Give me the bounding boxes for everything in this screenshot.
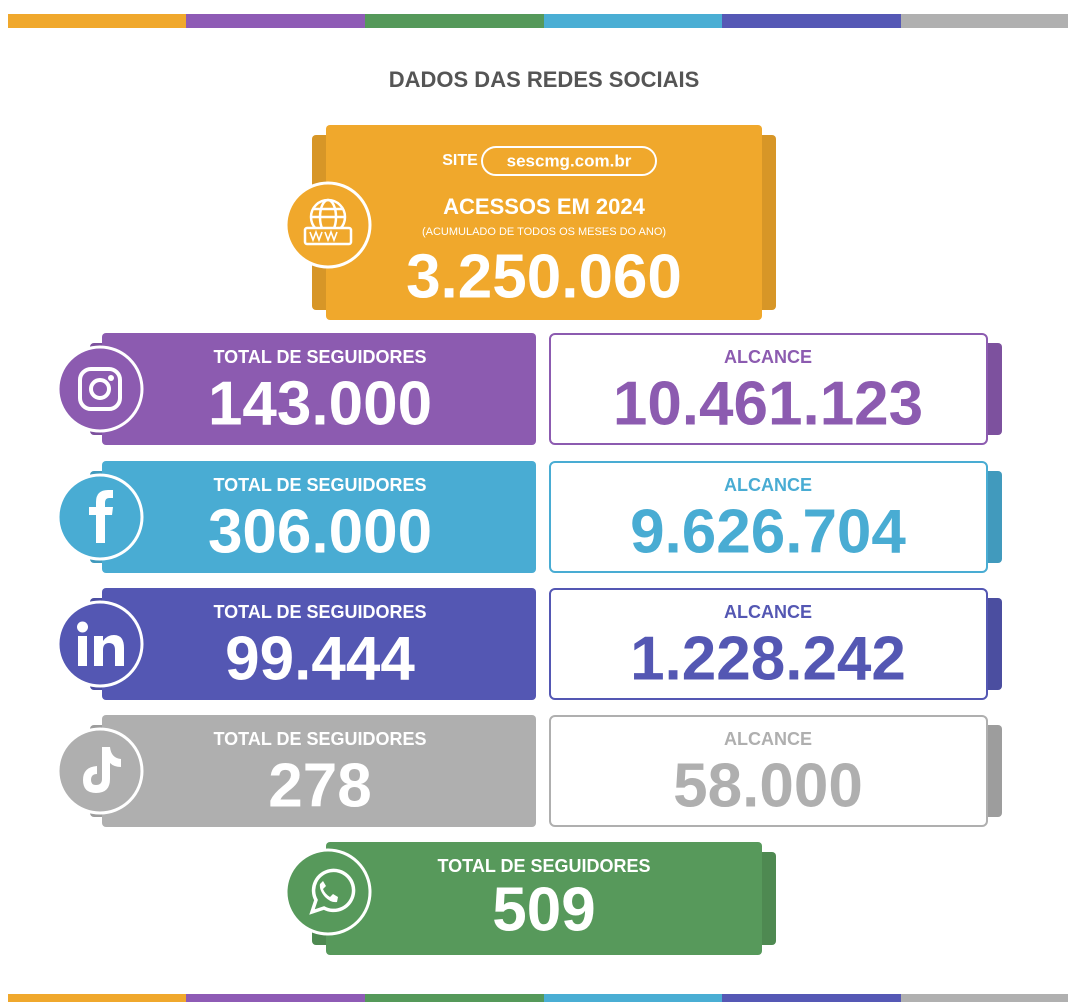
linkedin-icon (56, 600, 144, 688)
site-label: SITE (442, 152, 478, 169)
followers-label: TOTAL DE SEGUIDORES (213, 347, 426, 367)
instagram-icon (56, 345, 144, 433)
card-tab-shade (984, 471, 1002, 563)
reach-value: 1.228.242 (630, 624, 906, 693)
site-card (326, 125, 762, 320)
followers-value: 143.000 (208, 369, 432, 438)
reach-card (549, 715, 988, 827)
card-tab-shade (984, 725, 1002, 817)
followers-label: TOTAL DE SEGUIDORES (213, 729, 426, 749)
reach-label: ALCANCE (724, 729, 812, 749)
top-stripe (8, 14, 1068, 28)
reach-value: 58.000 (673, 751, 863, 820)
site-value: 3.250.060 (406, 242, 682, 311)
card-tab (984, 471, 1002, 563)
reach-label: ALCANCE (724, 602, 812, 622)
followers-label: TOTAL DE SEGUIDORES (213, 602, 426, 622)
followers-card (102, 461, 536, 573)
reach-label: ALCANCE (724, 347, 812, 367)
site-heading: ACESSOS EM 2024 (443, 194, 646, 219)
whatsapp-card (326, 842, 762, 955)
card-tab-shade (984, 598, 1002, 690)
followers-label: TOTAL DE SEGUIDORES (213, 475, 426, 495)
reach-card (549, 461, 988, 573)
card-tab (984, 598, 1002, 690)
card-tab (984, 725, 1002, 817)
reach-value: 9.626.704 (630, 497, 906, 566)
reach-value: 10.461.123 (613, 369, 923, 438)
card-tab (984, 343, 1002, 435)
reach-card (549, 333, 988, 445)
url-pill (481, 146, 657, 176)
facebook-icon (56, 473, 144, 561)
followers-value: 509 (492, 875, 595, 944)
whatsapp-icon (284, 848, 372, 936)
followers-label: TOTAL DE SEGUIDORES (437, 856, 650, 876)
followers-value: 99.444 (225, 624, 415, 693)
followers-card (102, 588, 536, 700)
followers-value: 278 (268, 751, 371, 820)
followers-card (102, 333, 536, 445)
followers-card (102, 715, 536, 827)
bottom-stripe (8, 994, 1068, 1002)
reach-card (549, 588, 988, 700)
tiktok-icon (56, 727, 144, 815)
reach-label: ALCANCE (724, 475, 812, 495)
site-url: sescmg.com.br (507, 151, 632, 170)
web-icon (284, 181, 372, 269)
title: DADOS DAS REDES SOCIAIS (389, 67, 700, 92)
site-note: (ACUMULADO DE TODOS OS MESES DO ANO) (422, 226, 666, 238)
followers-value: 306.000 (208, 497, 432, 566)
cards: SITE sescmg.com.br ACESSOS EM 2024 (ACUMULA… (90, 125, 1002, 955)
card-tab-shade (984, 343, 1002, 435)
